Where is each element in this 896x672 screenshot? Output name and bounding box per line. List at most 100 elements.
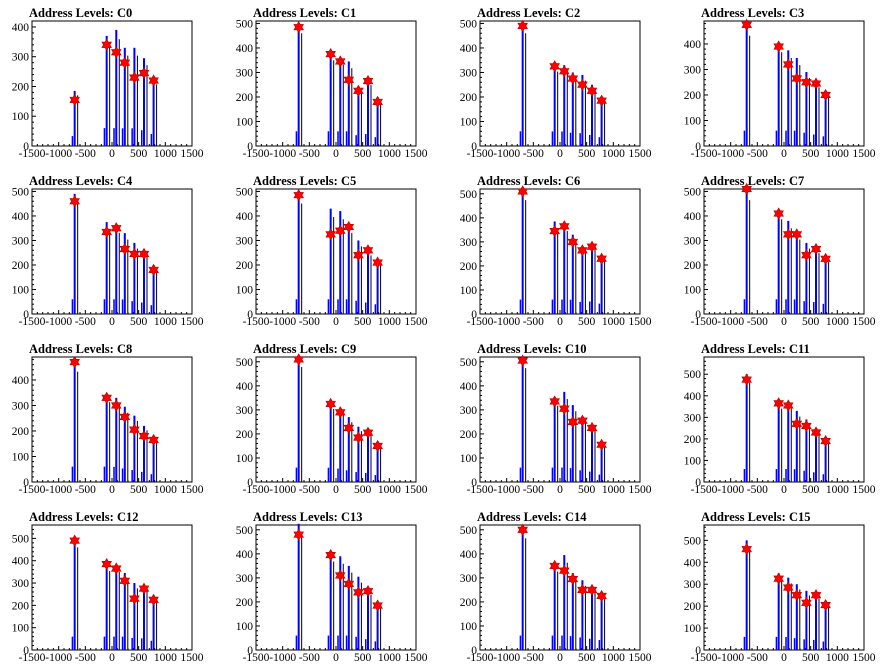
peak-marker	[596, 94, 607, 107]
x-tick-label: -1000	[717, 484, 744, 496]
histogram-spike-shoulder	[141, 638, 143, 650]
peak-marker	[69, 356, 80, 369]
histogram-spike	[115, 397, 118, 482]
histogram-spike-shoulder	[121, 128, 124, 146]
x-tick-label: 1500	[405, 652, 428, 664]
histogram-spike	[600, 441, 603, 482]
chart-title: Address Levels: C15	[701, 510, 811, 524]
histogram-series	[743, 374, 830, 482]
histogram-spike-shoulder	[813, 639, 815, 650]
histogram-spike-shoulder	[561, 131, 563, 146]
y-tick-label: 100	[684, 623, 702, 635]
histogram-spike	[115, 225, 118, 314]
chart-panel: Address Levels: C7 -1500 -1000 -500 0 500 1000…	[672, 168, 896, 336]
histogram-spike	[581, 417, 584, 482]
histogram-spike-shoulder	[337, 131, 339, 146]
peak-marker	[343, 220, 355, 234]
histogram-spike	[571, 234, 574, 314]
x-tick-label: 500	[130, 652, 148, 664]
y-tick-label: 100	[12, 623, 30, 635]
peak-marker	[69, 195, 80, 208]
histogram-spike-shoulder	[295, 635, 298, 650]
chart-title: Address Levels: C1	[253, 6, 356, 20]
plot-frame	[31, 524, 193, 651]
histogram-spike	[357, 576, 360, 650]
histogram-spike-shoulder	[71, 136, 74, 146]
peak-marker	[741, 182, 752, 196]
histogram-spike	[152, 438, 155, 482]
histogram-spike	[787, 577, 790, 650]
x-tick-label: 1500	[853, 652, 876, 664]
x-tick-label: -500	[523, 316, 544, 328]
x-tick-label: -1000	[45, 484, 72, 496]
y-tick-label: 200	[236, 260, 254, 272]
x-tick-label: 1500	[405, 316, 428, 328]
chart-title: Address Levels: C2	[477, 6, 580, 20]
histogram-spike	[824, 92, 827, 146]
peak-marker	[558, 220, 570, 233]
histogram-spike	[777, 43, 780, 146]
histogram-spike	[133, 415, 136, 482]
histogram-spike-shoulder	[113, 466, 115, 482]
peak-marker	[138, 429, 150, 443]
peak-marker	[577, 414, 588, 427]
peak-marker	[549, 224, 560, 238]
peak-marker	[577, 78, 588, 91]
histogram-spike-shoulder	[355, 300, 357, 314]
y-tick-label: 100	[684, 284, 702, 296]
chart-title: Address Levels: C0	[29, 6, 132, 20]
x-tick-label: -1000	[45, 652, 72, 664]
peak-marker	[110, 222, 122, 235]
x-tick-label: 0	[557, 148, 563, 160]
histogram-spike-shoulder	[365, 639, 367, 650]
histogram-spike-shoulder	[71, 466, 74, 482]
y-tick-label: 200	[684, 434, 702, 446]
histogram-spike-shoulder	[589, 301, 591, 314]
chart-panel: Address Levels: C0 -1500 -1000 -500 0 500 1000…	[0, 0, 224, 168]
histogram-spike	[521, 358, 524, 482]
histogram-spike	[152, 79, 155, 146]
y-tick-label: 500	[12, 186, 30, 198]
chart-svg: Address Levels: C8-1500 -1000 -500 0 500 1000…	[12, 342, 204, 496]
histogram-spike-shoulder	[598, 640, 601, 650]
chart-title: Address Levels: C14	[477, 510, 587, 524]
y-tick-label: 400	[460, 381, 478, 393]
histogram-spike-shoulder	[337, 299, 339, 314]
chart-panel: Address Levels: C8 -1500 -1000 -500 0 500 1000…	[0, 336, 224, 504]
chart-title: Address Levels: C6	[477, 174, 580, 188]
histogram-spike	[571, 405, 574, 482]
peak-markers	[293, 528, 383, 612]
x-tick-label: 500	[802, 316, 820, 328]
y-tick-label: 300	[236, 405, 254, 417]
peak-marker	[362, 426, 374, 439]
plot-frame	[479, 356, 641, 483]
chart-svg: Address Levels: C10 -1500 -1000 -500 0 500 100…	[460, 342, 652, 496]
histogram-spike	[115, 565, 118, 650]
peak-marker	[101, 225, 112, 238]
chart-panel: Address Levels: C10 -1500 -1000 -500 0 500 100…	[448, 336, 672, 504]
y-tick-label: 200	[12, 426, 30, 438]
histogram-spike	[553, 65, 556, 146]
peak-marker	[325, 548, 336, 562]
histogram-series	[71, 362, 158, 482]
histogram-spike	[591, 244, 593, 314]
peak-markers	[69, 534, 159, 606]
peak-marker	[362, 74, 374, 88]
histogram-spike	[745, 540, 748, 650]
histogram-spike-shoulder	[803, 132, 805, 146]
histogram-spike-shoulder	[803, 301, 805, 314]
x-tick-label: -1000	[269, 484, 296, 496]
plot-frame	[255, 356, 417, 483]
histogram-spike	[133, 47, 136, 146]
histogram-spike-shoulder	[551, 635, 554, 650]
histogram-spike	[376, 260, 379, 314]
chart-svg: Address Levels: C14 -1500 -1000 -500 0 500 100…	[460, 510, 652, 664]
histogram-spike-shoulder	[579, 637, 581, 650]
histogram-spike	[521, 528, 524, 650]
histogram-spike	[376, 96, 379, 146]
x-tick-label: 0	[109, 316, 115, 328]
histogram-series	[743, 540, 830, 650]
x-tick-label: 500	[130, 148, 148, 160]
x-tick-label: 1500	[629, 316, 652, 328]
peak-marker	[791, 417, 803, 430]
